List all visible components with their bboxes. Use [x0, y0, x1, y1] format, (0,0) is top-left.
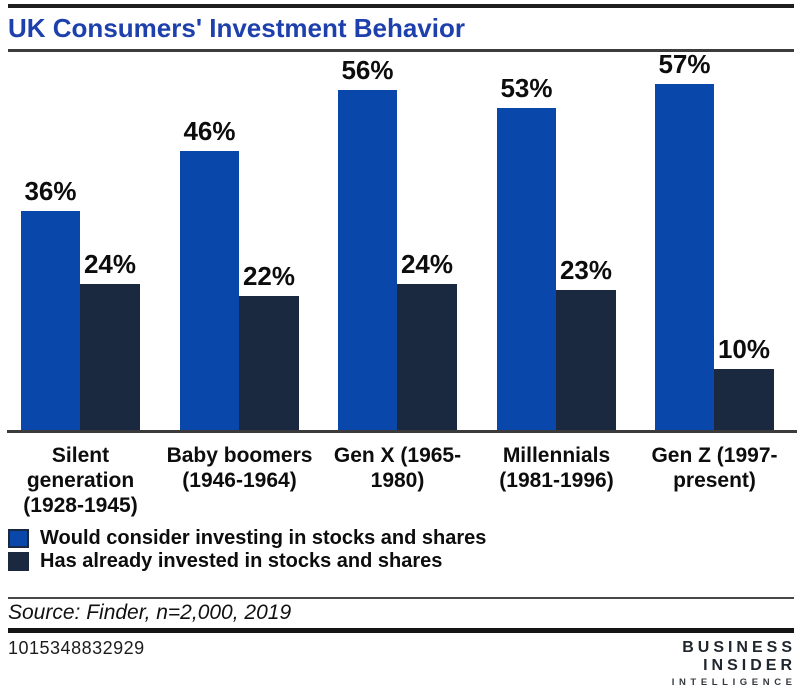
- logo-intelligence-text: INTELLIGENCE: [671, 677, 797, 688]
- bar-value-label: 46%: [183, 116, 236, 146]
- source-top-rule: [8, 597, 794, 599]
- bar-would-consider: [655, 84, 714, 430]
- x-axis-label: Gen Z (1997-present): [651, 444, 778, 492]
- x-axis-line: [7, 430, 797, 433]
- legend-item-would-consider: Would consider investing in stocks and s…: [8, 527, 487, 549]
- footer-thick-rule: [8, 628, 794, 633]
- bar-would-consider: [21, 211, 80, 430]
- bar-already-invested: [714, 369, 774, 430]
- bar-already-invested: [239, 296, 299, 430]
- x-axis-label: Gen X (1965-1980): [333, 444, 462, 492]
- x-axis-label: Silent generation (1928-1945): [23, 444, 138, 517]
- title-underline: [8, 49, 794, 52]
- bar-already-invested: [556, 290, 616, 430]
- legend-item-already-invested: Has already invested in stocks and share…: [8, 550, 486, 572]
- bar-value-label: 10%: [717, 334, 771, 364]
- business-insider-intelligence-logo: BUSINESS INSIDER INTELLIGENCE: [672, 639, 792, 689]
- x-axis-label: Baby boomers (1946-1964): [166, 444, 313, 492]
- bar-value-label: 24%: [400, 249, 454, 279]
- bar-would-consider: [180, 151, 239, 430]
- legend-swatch-blue: [8, 529, 29, 548]
- bar-value-label: 53%: [500, 73, 553, 103]
- source-text: Source: Finder, n=2,000, 2019: [8, 601, 292, 624]
- chart-title: UK Consumers' Investment Behavior: [8, 13, 465, 43]
- bar-value-label: 23%: [559, 255, 613, 285]
- bar-would-consider: [338, 90, 397, 430]
- legend-swatch-navy: [8, 552, 29, 571]
- legend: Would consider investing in stocks and s…: [8, 527, 487, 574]
- bar-value-label: 36%: [24, 176, 77, 206]
- x-axis-label: Millennials (1981-1996): [499, 444, 614, 492]
- figure-id: 1015348832929: [8, 638, 145, 658]
- bar-already-invested: [80, 284, 140, 430]
- bar-value-label: 57%: [658, 49, 711, 79]
- bar-already-invested: [397, 284, 457, 430]
- legend-label-already-invested: Has already invested in stocks and share…: [40, 550, 443, 572]
- logo-business-text: BUSINESS: [682, 639, 796, 656]
- bar-value-label: 22%: [242, 261, 296, 291]
- legend-label-would-consider: Would consider investing in stocks and s…: [40, 527, 487, 549]
- bar-chart-plot-area: 36% 24% 46% 22% 56% 24% 53% 23% 57% 10%: [0, 49, 800, 430]
- bar-would-consider: [497, 108, 556, 430]
- top-rule: [8, 4, 794, 8]
- bar-value-label: 56%: [341, 55, 394, 85]
- logo-insider-text: INSIDER: [703, 657, 796, 674]
- bar-value-label: 24%: [83, 249, 137, 279]
